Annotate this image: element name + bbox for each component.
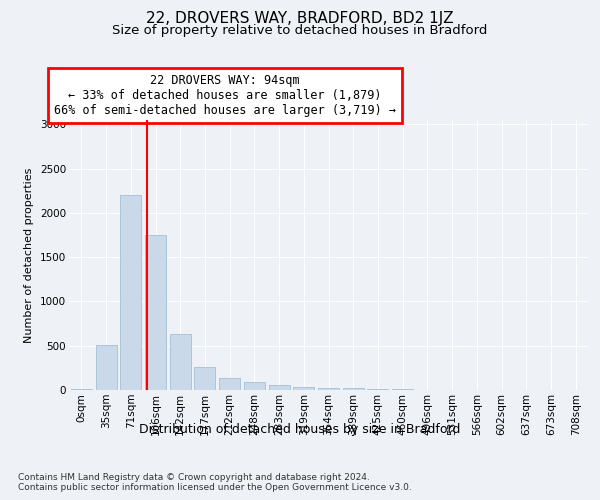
Bar [145,235,166,390]
Bar [367,388,388,390]
Bar [95,345,116,390]
Bar [343,388,364,390]
Bar [219,378,240,390]
Text: Size of property relative to detached houses in Bradford: Size of property relative to detached ho… [112,24,488,37]
Text: Distribution of detached houses by size in Bradford: Distribution of detached houses by size … [139,422,461,436]
Text: Contains HM Land Registry data © Crown copyright and database right 2024.
Contai: Contains HM Land Registry data © Crown c… [18,472,412,492]
Bar [194,367,215,390]
Bar [244,382,265,390]
Text: 22 DROVERS WAY: 94sqm
← 33% of detached houses are smaller (1,879)
66% of semi-d: 22 DROVERS WAY: 94sqm ← 33% of detached … [53,74,396,118]
Bar [120,195,141,390]
Bar [71,389,92,390]
Bar [269,385,290,390]
Text: 22, DROVERS WAY, BRADFORD, BD2 1JZ: 22, DROVERS WAY, BRADFORD, BD2 1JZ [146,11,454,26]
Bar [293,387,314,390]
Bar [170,334,191,390]
Bar [318,388,339,390]
Y-axis label: Number of detached properties: Number of detached properties [25,168,34,342]
